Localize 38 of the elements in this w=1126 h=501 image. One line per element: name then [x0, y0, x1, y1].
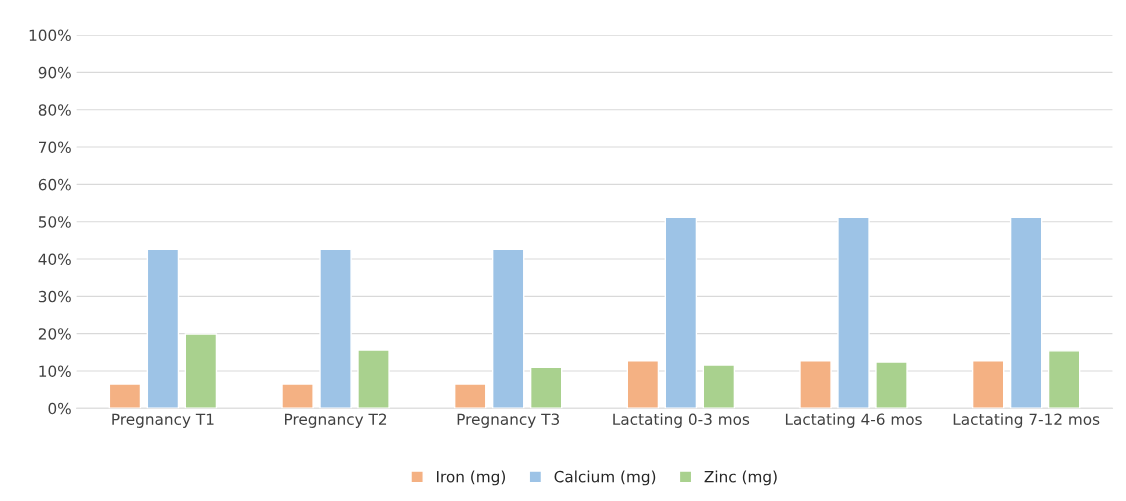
y-tick-label: 80% [38, 104, 71, 116]
bar [1009, 216, 1043, 409]
bar [319, 248, 352, 409]
bar [875, 361, 908, 409]
y-tick-label: 60% [38, 178, 71, 191]
bar [664, 216, 698, 409]
bar [837, 216, 870, 409]
bar [491, 248, 525, 409]
y-tick-label: 10% [39, 365, 71, 378]
bar [529, 366, 563, 409]
legend-label: Calcium (mg) [554, 470, 656, 486]
bar [357, 349, 390, 409]
y-tick-label: 20% [38, 328, 71, 340]
x-tick-label: Pregnancy T3 [457, 413, 560, 428]
bar [626, 360, 660, 409]
bar [971, 360, 1005, 409]
bar [702, 364, 736, 409]
bar [453, 383, 487, 409]
bar [184, 333, 218, 409]
x-tick-label: Lactating 4-6 mos [785, 413, 922, 428]
x-tick-label: Lactating 7-12 mos [953, 413, 1100, 428]
x-tick-label: Lactating 0-3 mos [613, 413, 750, 428]
x-tick-label: Pregnancy T2 [285, 413, 387, 428]
bar [799, 360, 832, 409]
bar [108, 383, 142, 409]
y-tick-label: 50% [38, 216, 71, 228]
y-tick-label: 40% [38, 253, 71, 266]
y-tick-label: 0% [48, 402, 71, 415]
y-tick-label: 100% [29, 29, 71, 42]
legend-label: Zinc (mg) [704, 470, 777, 486]
bar [281, 383, 314, 409]
bar [1047, 350, 1081, 409]
legend-label: Iron (mg) [436, 470, 505, 486]
y-tick-label: 30% [38, 290, 71, 303]
y-tick-label: 70% [39, 141, 71, 154]
bar [146, 248, 180, 409]
x-tick-label: Pregnancy T1 [112, 413, 214, 428]
y-tick-label: 90% [38, 66, 71, 79]
